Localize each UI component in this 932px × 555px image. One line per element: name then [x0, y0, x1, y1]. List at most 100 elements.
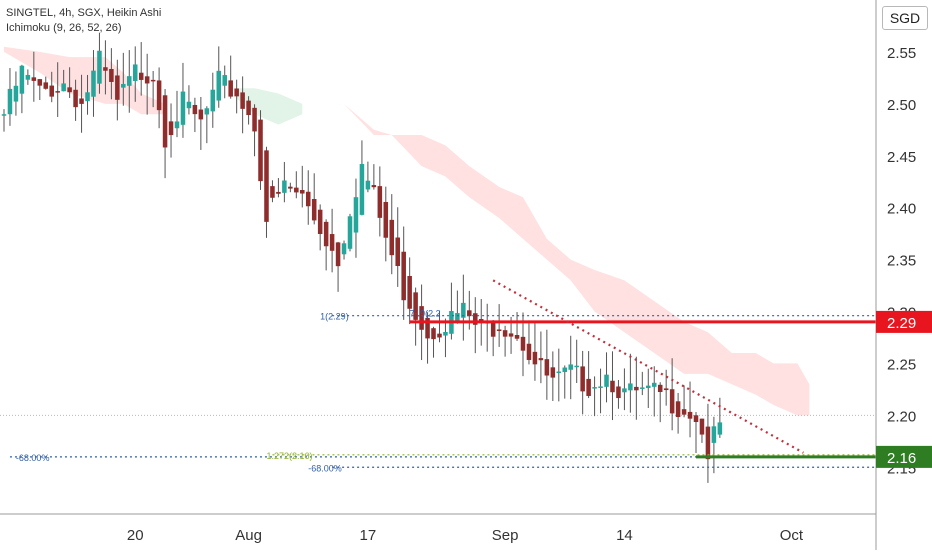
- candle-body: [37, 79, 43, 86]
- candle-body: [186, 101, 192, 109]
- y-tick-label: 2.50: [887, 97, 916, 114]
- candle-body: [365, 180, 371, 190]
- candle-body: [103, 67, 108, 71]
- candle-body: [240, 92, 245, 109]
- candle-body: [43, 82, 49, 89]
- candle-body: [532, 351, 538, 365]
- x-tick-label: 17: [360, 527, 377, 544]
- price-tag-2.16: [876, 445, 932, 468]
- fib-label-fib-top: 1(2.29): [320, 312, 349, 322]
- candle-body: [73, 89, 78, 108]
- candle-body: [711, 426, 717, 443]
- candle-body: [347, 216, 353, 249]
- candle-body: [628, 383, 633, 391]
- candle-body: [592, 387, 597, 389]
- candle-body: [127, 76, 132, 86]
- candle-body: [79, 98, 84, 104]
- candle-body: [31, 77, 37, 81]
- x-tick-label: Oct: [780, 527, 804, 544]
- indicator-title: Ichimoku (9, 26, 52, 26): [6, 22, 122, 34]
- candle-body: [264, 150, 269, 222]
- candle-body: [97, 50, 102, 84]
- candle-body: [109, 68, 114, 82]
- fib-label-fib-68-left: -68.00%: [16, 453, 50, 463]
- candle-body: [359, 164, 365, 215]
- candle-body: [371, 185, 377, 188]
- candle-body: [174, 121, 180, 129]
- ichimoku-cloud: [4, 46, 810, 416]
- candle-body: [7, 88, 13, 115]
- price-tag-2.29: [876, 310, 932, 333]
- candle-body: [389, 219, 395, 256]
- candle-body: [55, 91, 60, 93]
- candle-body: [335, 242, 341, 267]
- candle-body: [705, 426, 711, 460]
- candle-body: [562, 367, 568, 373]
- candle-body: [216, 70, 222, 101]
- candle-body: [586, 378, 591, 396]
- candle-body: [616, 386, 621, 399]
- candle-body: [640, 387, 645, 389]
- candle-body: [395, 237, 400, 266]
- candle-body: [467, 310, 472, 317]
- candle-body: [317, 209, 323, 235]
- candle-body: [246, 100, 251, 116]
- candle-body: [425, 317, 430, 339]
- y-tick-label: 2.40: [887, 201, 916, 218]
- candle-body: [383, 201, 389, 238]
- candle-body: [574, 365, 579, 368]
- candle-body: [646, 385, 651, 389]
- candle-body: [258, 119, 263, 182]
- candle-body: [270, 186, 275, 198]
- candle-body: [634, 386, 639, 391]
- candle-body: [568, 364, 573, 370]
- candle-body: [329, 234, 335, 251]
- y-tick-label: 2.45: [887, 149, 916, 166]
- candle-body: [180, 91, 186, 125]
- candle-body: [49, 85, 54, 97]
- horizontal-levels: 1(2.29) -68.00% 1.272(2.16) -68.00% 7-.9(2.2: [9, 279, 876, 473]
- candle-body: [132, 64, 138, 81]
- candle-body: [323, 221, 329, 247]
- candle-body: [377, 186, 383, 218]
- candle-body: [228, 80, 233, 97]
- candle-body: [473, 313, 478, 325]
- candle-body: [657, 384, 663, 392]
- candle-body: [407, 275, 412, 309]
- cloud-bearish-left: [4, 46, 166, 115]
- candle-body: [115, 75, 120, 100]
- candle-body: [622, 388, 627, 393]
- x-tick-label: 14: [616, 527, 633, 544]
- candle-body: [544, 359, 550, 376]
- candle-body: [461, 302, 466, 318]
- candle-body: [693, 415, 699, 422]
- candle-body: [353, 197, 359, 233]
- currency-button[interactable]: SGD: [882, 6, 928, 30]
- candle-body: [168, 121, 174, 136]
- candle-body: [669, 389, 675, 414]
- y-tick-label: 2.35: [887, 253, 916, 270]
- candle-body: [508, 333, 514, 337]
- candle-body: [276, 191, 281, 194]
- x-tick-label: 20: [127, 527, 144, 544]
- candle-body: [502, 330, 508, 337]
- candle-body: [198, 109, 204, 120]
- candle-body: [675, 401, 681, 418]
- y-tick-label: 2.20: [887, 408, 916, 425]
- fib-label-fib-68-mid: -68.00%: [308, 463, 342, 473]
- candle-body: [538, 358, 544, 361]
- candle-body: [138, 72, 144, 80]
- candle-body: [311, 199, 317, 221]
- cloud-bearish-right: [344, 103, 810, 416]
- price-tag-label: 2.16: [887, 450, 916, 467]
- candle-body: [610, 380, 615, 393]
- candle-body: [413, 292, 418, 320]
- candle-body: [699, 418, 705, 435]
- candle-body: [13, 85, 19, 102]
- candle-body: [282, 180, 287, 193]
- candle-body: [490, 322, 496, 337]
- candle-body: [431, 328, 436, 340]
